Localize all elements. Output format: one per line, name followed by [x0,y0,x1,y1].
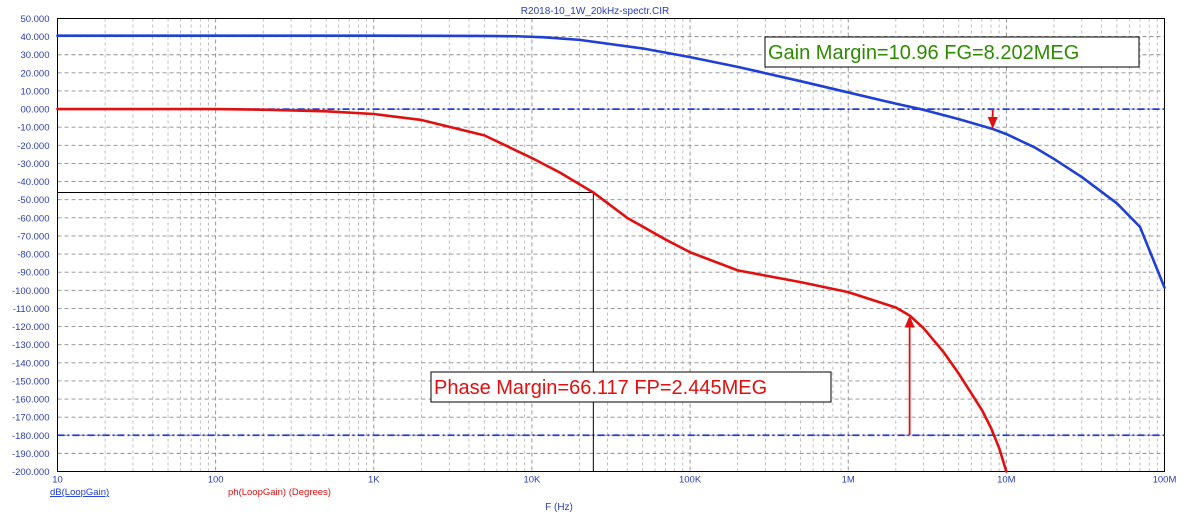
y-tick-label: 00.000 [20,105,49,116]
phase-margin-box [430,371,832,403]
x-axis-label: F (Hz) [545,502,573,513]
y-tick-label: -110.000 [13,304,50,315]
y-tick-label: -80.000 [17,250,49,261]
x-tick-label: 100M [1153,475,1177,486]
x-tick-label: 10K [523,475,541,486]
minor-grid [104,18,1158,472]
y-tick-label: -140.000 [12,358,50,369]
x-tick-label: 10M [997,475,1016,486]
gain-series-line [56,34,1166,289]
gain-margin-box [764,36,1140,68]
phase-series-line [56,107,1008,473]
x-tick-label: 1M [842,475,855,486]
major-grid [57,18,1165,472]
legend-phase: ph(LoopGain) (Degrees) [228,487,331,498]
plot-frame [57,18,1165,472]
y-tick-label: -50.000 [17,195,49,206]
y-tick-label: 40.000 [20,32,49,43]
y-tick-label: -10.000 [17,123,49,134]
y-tick-label: -20.000 [17,141,49,152]
y-tick-label: -180.000 [12,431,50,442]
y-tick-label: -100.000 [12,286,50,297]
y-tick-label: -150.000 [12,376,50,387]
x-tick-label: 1K [368,475,380,486]
y-tick-label: -70.000 [17,231,49,242]
y-tick-label: -160.000 [12,395,50,406]
cursor-crosshair [57,191,594,472]
y-tick-label: 10.000 [20,86,49,97]
y-tick-label: 20.000 [20,68,49,79]
y-axis-tick-labels: 50.000 40.000 30.000 20.000 10.000 00.000 -10.… [12,14,50,478]
series-layer [56,34,1166,473]
chart-title: R2018-10_1W_20kHz-spectr.CIR [521,6,669,17]
y-tick-label: -90.000 [17,268,49,279]
legend: dB(LoopGain) ph(LoopGain) (Degrees) [50,487,331,498]
y-tick-label: -200.000 [12,467,50,478]
gain-margin-label: Gain Margin=10.96 FG=8.202MEG [768,42,1079,64]
phase-margin-arrowhead [904,315,915,328]
y-tick-label: -40.000 [17,177,49,188]
x-tick-label: 10 [52,475,63,486]
y-tick-label: -30.000 [17,159,49,170]
x-tick-label: 100 [208,475,224,486]
gain-margin-arrowhead [987,116,998,129]
x-axis-tick-labels: 10 100 1K 10K 100K 1M 10M 100M [52,475,1176,486]
y-tick-label: -130.000 [12,340,50,351]
x-tick-label: 100K [679,475,702,486]
y-tick-label: -120.000 [12,322,50,333]
y-tick-label: -190.000 [12,449,50,460]
y-tick-label: -170.000 [12,413,50,424]
y-tick-label: 30.000 [20,50,49,61]
phase-margin-label: Phase Margin=66.117 FP=2.445MEG [434,377,767,399]
annotations: Gain Margin=10.96 FG=8.202MEG Phase Margi… [430,36,1140,403]
y-tick-label: 50.000 [20,14,49,25]
margin-arrows [904,109,998,436]
legend-gain: dB(LoopGain) [50,487,109,498]
y-tick-label: -60.000 [17,213,49,224]
